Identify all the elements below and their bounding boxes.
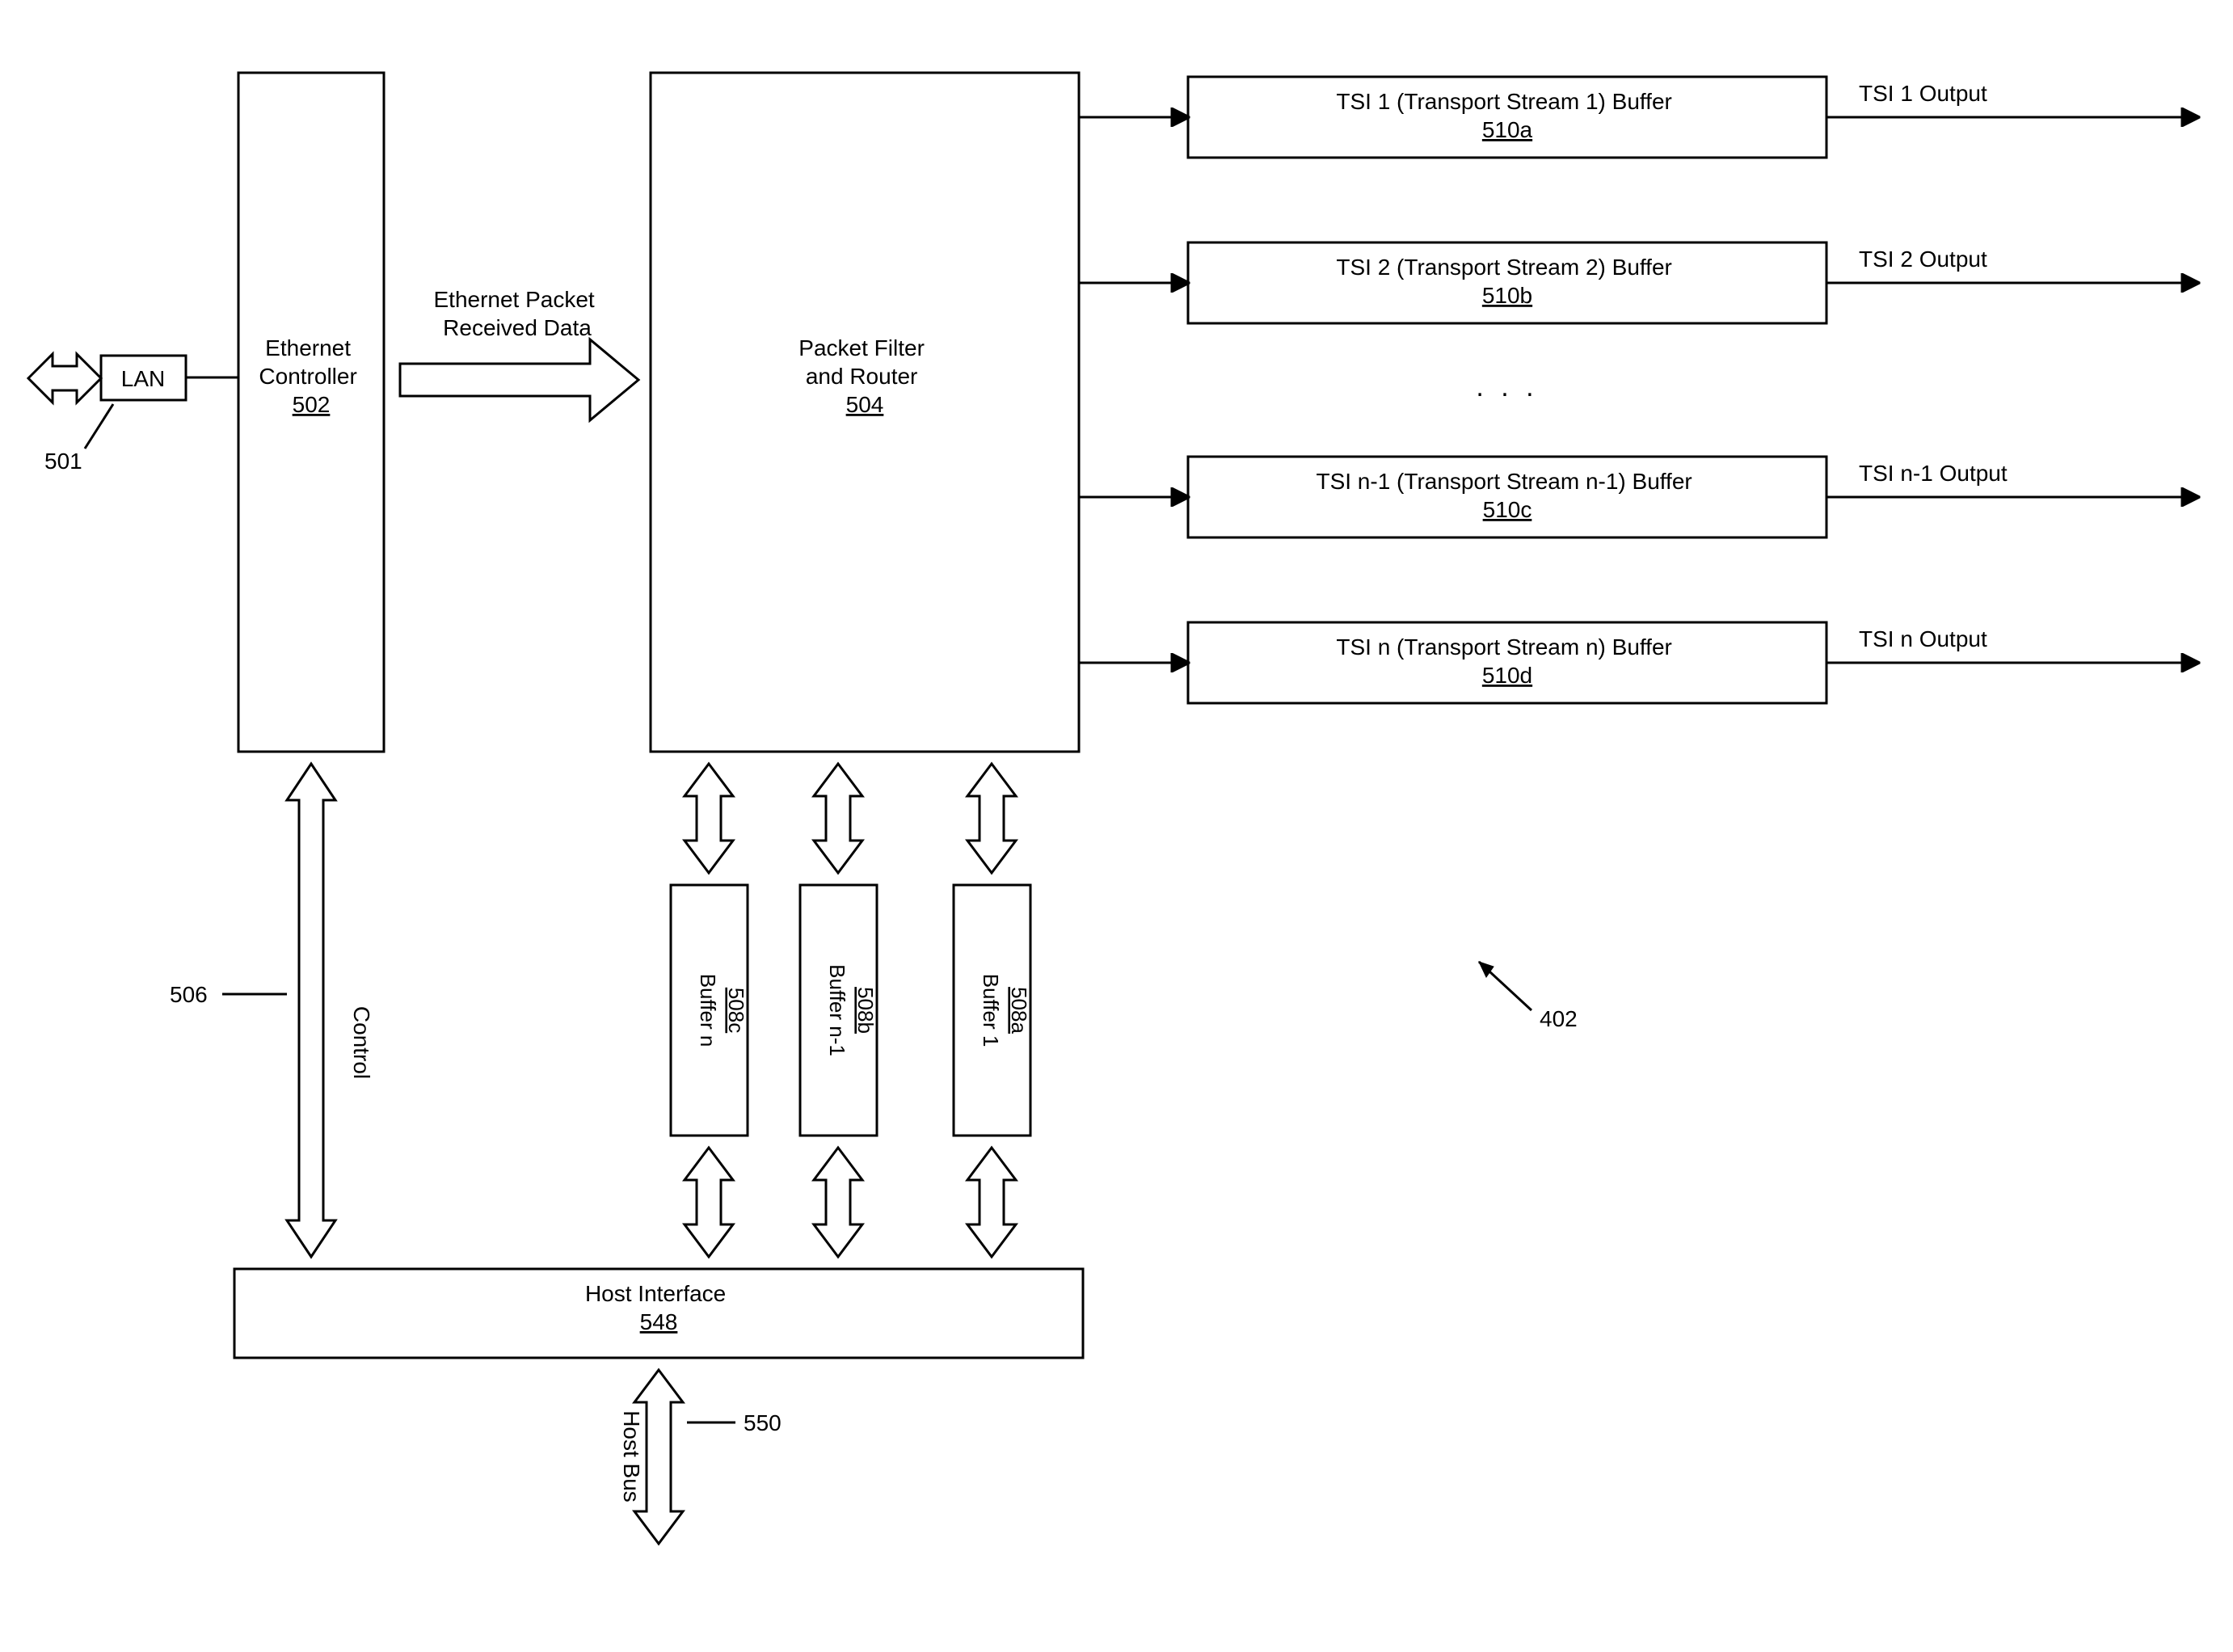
- host-bus-ref: 550: [744, 1410, 782, 1435]
- tsi2-out-label: TSI 2 Output: [1859, 247, 1987, 272]
- tsi1-ref: 510a: [1482, 117, 1533, 142]
- svg-text:508a: 508a: [1007, 987, 1031, 1034]
- buf-n1-to-host-arrow: [814, 1148, 862, 1257]
- buffer-n1-ref: 508b: [853, 987, 878, 1034]
- lan-double-arrow: [28, 354, 101, 402]
- buffer-n-ref: 508c: [724, 988, 748, 1033]
- tsi3-ref: 510c: [1483, 497, 1532, 522]
- svg-text:Buffer 1: Buffer 1: [979, 974, 1003, 1047]
- svg-text:508c: 508c: [724, 988, 748, 1033]
- buffer-1-title: Buffer 1: [979, 974, 1003, 1047]
- eth-packet-label1: Ethernet Packet: [433, 287, 594, 312]
- packet-filter-title2: and Router: [806, 364, 918, 389]
- ethernet-controller-title1: Ethernet: [265, 335, 351, 360]
- buf-1-to-host-arrow: [967, 1148, 1016, 1257]
- tsi3-out-label: TSI n-1 Output: [1859, 461, 2008, 486]
- host-bus-label: Host Bus: [619, 1410, 644, 1502]
- svg-text:Buffer n: Buffer n: [696, 974, 720, 1047]
- tsi2-title: TSI 2 (Transport Stream 2) Buffer: [1336, 255, 1671, 280]
- lan-ref: 501: [44, 449, 82, 474]
- control-ref: 506: [170, 982, 208, 1007]
- packet-filter-ref: 504: [846, 392, 884, 417]
- eth-packet-label2: Received Data: [443, 315, 592, 340]
- svg-text:Ethernet Packet Received D: Ethernet Packet Received Data: [433, 287, 600, 340]
- diagram-root: Ethernet Controller 502 Packet Filter an…: [0, 0, 2233, 1652]
- eth-to-filter-arrow: [400, 339, 638, 420]
- lan-label: LAN: [121, 366, 165, 391]
- tsi-ellipsis: . . .: [1476, 372, 1538, 402]
- ethernet-controller-title2: Controller: [259, 364, 356, 389]
- buffer-n1-title: Buffer n-1: [825, 964, 849, 1056]
- ethernet-controller-ref: 502: [293, 392, 331, 417]
- buffer-n-title: Buffer n: [696, 974, 720, 1047]
- svg-text:508b: 508b: [853, 987, 878, 1034]
- buffer-1-ref: 508a: [1007, 987, 1031, 1034]
- packet-filter-title1: Packet Filter: [798, 335, 925, 360]
- tsi4-title: TSI n (Transport Stream n) Buffer: [1336, 634, 1671, 660]
- pf-to-buf-n-arrow: [685, 764, 733, 873]
- svg-text:Buffer n-1: Buffer n-1: [825, 964, 849, 1056]
- tsi2-ref: 510b: [1482, 283, 1532, 308]
- control-double-arrow: [287, 764, 335, 1257]
- pf-to-buf-n1-arrow: [814, 764, 862, 873]
- tsi1-title: TSI 1 (Transport Stream 1) Buffer: [1336, 89, 1671, 114]
- fig-ref: 402: [1540, 1006, 1578, 1031]
- host-interface-title: Host Interface: [585, 1281, 726, 1306]
- host-interface-ref: 548: [640, 1309, 678, 1334]
- pf-to-buf-1-arrow: [967, 764, 1016, 873]
- tsi1-out-label: TSI 1 Output: [1859, 81, 1987, 106]
- tsi3-title: TSI n-1 (Transport Stream n-1) Buffer: [1316, 469, 1692, 494]
- buf-n-to-host-arrow: [685, 1148, 733, 1257]
- tsi4-ref: 510d: [1482, 663, 1532, 688]
- control-label: Control: [349, 1006, 374, 1079]
- tsi4-out-label: TSI n Output: [1859, 626, 1987, 651]
- lan-ref-leader: [85, 404, 113, 449]
